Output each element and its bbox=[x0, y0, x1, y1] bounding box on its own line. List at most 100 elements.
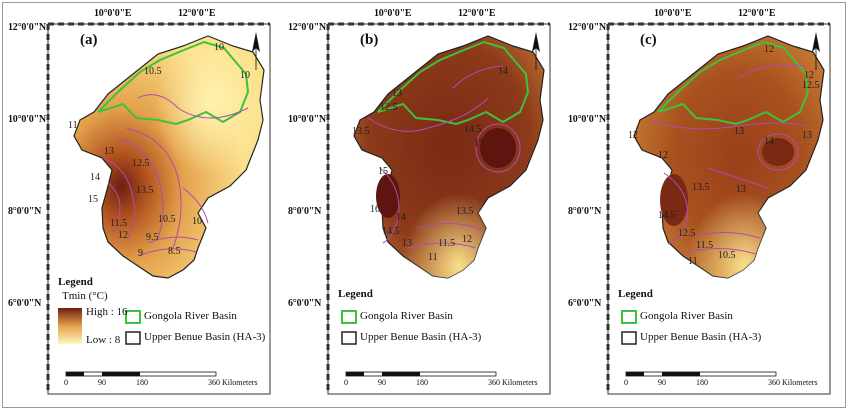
lat-label: 10°0'0"N bbox=[288, 114, 326, 125]
contour-label: 10 bbox=[214, 42, 224, 53]
map-panel-b: 14 13 12.5 13.5 14.5 15 15 16 14.5 14 13… bbox=[288, 8, 558, 400]
contour-label: 12 bbox=[462, 234, 472, 245]
gongola-legend-swatch bbox=[125, 310, 141, 324]
contour-label: 15 bbox=[474, 138, 484, 149]
contour-label: 15 bbox=[88, 194, 98, 205]
contour-label: 13 bbox=[402, 238, 412, 249]
contour-label: 13 bbox=[392, 88, 402, 99]
lat-label: 12°0'0"N bbox=[568, 22, 606, 33]
contour-label: 12.5 bbox=[678, 228, 696, 239]
contour-label: 12 bbox=[764, 44, 774, 55]
contour-label: 13 bbox=[802, 130, 812, 141]
contour-label: 12 bbox=[804, 70, 814, 81]
scale-tick: 180 bbox=[136, 378, 148, 387]
contour-label: 13 bbox=[104, 146, 114, 157]
contour-label: 11 bbox=[688, 256, 698, 267]
legend-title: Legend bbox=[618, 288, 653, 300]
gongola-basin-outline-b bbox=[377, 40, 530, 126]
benue-legend-swatch bbox=[341, 331, 357, 345]
hotspot bbox=[660, 174, 688, 226]
isotherm-contours-c bbox=[649, 64, 809, 255]
contour-label: 10 bbox=[192, 216, 202, 227]
contour-label: 13.5 bbox=[456, 206, 474, 217]
contour-label: 11 bbox=[428, 252, 438, 263]
contour-label: 15 bbox=[378, 166, 388, 177]
scale-tick: 90 bbox=[378, 378, 386, 387]
contour-label: 14 bbox=[498, 66, 508, 77]
lon-label: 10°0'0"E bbox=[94, 8, 132, 19]
contour-label: 12.5 bbox=[802, 80, 820, 91]
lat-label: 6°0'0"N bbox=[288, 298, 322, 309]
panel-label: (a) bbox=[80, 32, 98, 48]
scale-unit: Kilometers bbox=[222, 378, 258, 387]
north-arrow-icon bbox=[252, 32, 260, 70]
scale-tick: 180 bbox=[416, 378, 428, 387]
scale-bar-c bbox=[625, 371, 777, 377]
contour-label: 10 bbox=[240, 70, 250, 81]
scale-tick: 180 bbox=[696, 378, 708, 387]
scale-tick: 360 bbox=[488, 378, 500, 387]
scale-tick: 360 bbox=[768, 378, 780, 387]
scale-tick: 0 bbox=[344, 378, 348, 387]
isotherm-contours-b bbox=[367, 65, 521, 249]
contour-label: 12.5 bbox=[132, 158, 150, 169]
lat-label: 8°0'0"N bbox=[8, 206, 42, 217]
legend-variable: Tmin (°C) bbox=[62, 290, 108, 302]
isotherm-contours-a bbox=[102, 94, 249, 257]
lat-label: 10°0'0"N bbox=[568, 114, 606, 125]
benue-legend-swatch bbox=[621, 331, 637, 345]
north-arrow-icon bbox=[532, 32, 540, 70]
legend-low: Low : 8 bbox=[86, 334, 121, 346]
legend-title: Legend bbox=[58, 276, 93, 288]
legend-gongola: Gongola River Basin bbox=[640, 310, 733, 322]
lon-label: 12°0'0"E bbox=[178, 8, 216, 19]
gongola-basin-outline-a bbox=[97, 40, 250, 126]
contour-label: 11 bbox=[68, 120, 78, 131]
legend-gongola: Gongola River Basin bbox=[360, 310, 453, 322]
lat-label: 12°0'0"N bbox=[288, 22, 326, 33]
map-c-graphic: 12 12.5 12 13 12 14 13.5 13 14.5 13 12.5… bbox=[606, 22, 831, 395]
legend-title: Legend bbox=[338, 288, 373, 300]
contour-label: 11.5 bbox=[438, 238, 455, 249]
scale-bar-b bbox=[345, 371, 497, 377]
contour-label: 14.5 bbox=[464, 124, 482, 135]
north-arrow-icon bbox=[812, 32, 820, 70]
contour-label: 9.5 bbox=[146, 232, 159, 243]
scale-unit: Kilometers bbox=[782, 378, 818, 387]
contour-label: 13 bbox=[734, 126, 744, 137]
gongola-legend-swatch bbox=[621, 310, 637, 324]
gongola-basin-outline-c bbox=[657, 40, 810, 126]
hotspot bbox=[480, 128, 516, 168]
contour-label: 10.5 bbox=[144, 66, 162, 77]
scale-tick: 90 bbox=[658, 378, 666, 387]
legend-benue: Upper Benue Basin (HA-3) bbox=[640, 331, 762, 343]
contour-label: 11.5 bbox=[696, 240, 713, 251]
lat-label: 8°0'0"N bbox=[288, 206, 322, 217]
contour-label: 13.5 bbox=[352, 126, 370, 137]
contour-label: 13.5 bbox=[692, 182, 710, 193]
contour-label: 12 bbox=[628, 130, 638, 141]
contour-label: 8.5 bbox=[168, 246, 181, 257]
map-panel-a: 10 10.5 11 13 12.5 14 13.5 15 11.5 12 10… bbox=[8, 8, 278, 400]
contour-label: 12 bbox=[118, 230, 128, 241]
lat-label: 10°0'0"N bbox=[8, 114, 46, 125]
contour-label: 14 bbox=[90, 172, 100, 183]
contour-label: 14 bbox=[764, 136, 774, 147]
legend-benue: Upper Benue Basin (HA-3) bbox=[360, 331, 482, 343]
contour-label: 11.5 bbox=[110, 218, 127, 229]
lat-label: 8°0'0"N bbox=[568, 206, 602, 217]
figure-frame bbox=[2, 2, 846, 408]
lon-label: 12°0'0"E bbox=[458, 8, 496, 19]
scale-unit: Kilometers bbox=[502, 378, 538, 387]
panel-label: (c) bbox=[640, 32, 657, 48]
panel-label: (b) bbox=[360, 32, 379, 48]
gongola-legend-swatch bbox=[341, 310, 357, 324]
contour-label: 10.5 bbox=[718, 250, 736, 261]
legend-high: High : 16 bbox=[86, 306, 128, 318]
contour-label: 12 bbox=[658, 150, 668, 161]
scale-bar-a bbox=[65, 371, 217, 377]
scale-tick: 0 bbox=[624, 378, 628, 387]
scale-tick: 0 bbox=[64, 378, 68, 387]
contour-label: 14.5 bbox=[382, 226, 400, 237]
scale-tick: 90 bbox=[98, 378, 106, 387]
